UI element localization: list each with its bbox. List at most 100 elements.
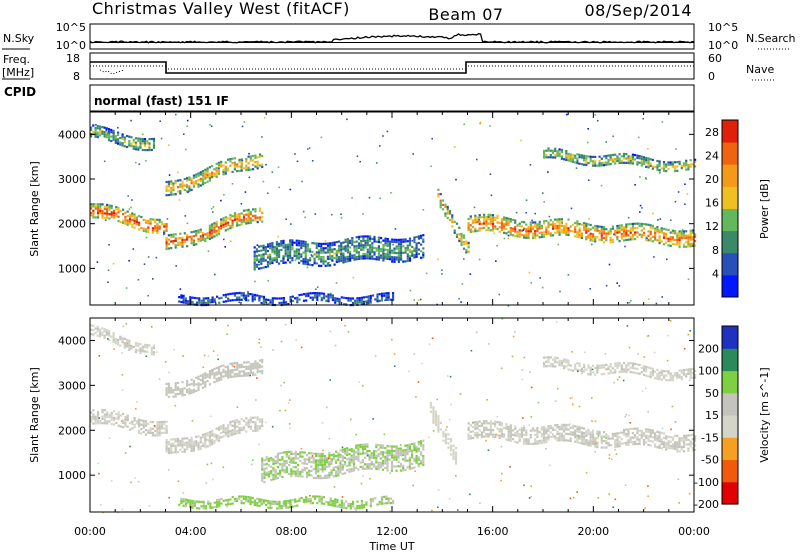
power-noise-cell <box>478 258 481 261</box>
power-noise-cell <box>278 243 280 246</box>
power-cell <box>329 257 332 260</box>
velocity-cell <box>215 438 218 441</box>
power-cell <box>224 300 228 303</box>
velocity-cell <box>518 428 521 431</box>
power-cell <box>376 295 379 298</box>
power-noise-cell <box>681 228 684 231</box>
velocity-cell <box>314 463 317 466</box>
power-cell <box>487 229 490 232</box>
velocity-noise-cell <box>391 338 393 341</box>
power-cell <box>119 220 122 224</box>
velocity-cell <box>96 413 100 416</box>
power-cell <box>220 218 223 221</box>
velocity-cell <box>217 426 221 429</box>
power-cell <box>576 220 579 223</box>
power-cell <box>549 156 552 159</box>
power-cell <box>229 216 232 219</box>
velocity-cell <box>290 450 293 453</box>
velocity-cell <box>422 446 425 449</box>
velocity-cell <box>576 425 579 428</box>
velocity-cell <box>281 469 284 472</box>
velocity-cell <box>527 440 530 443</box>
velocity-cell <box>379 446 382 449</box>
velocity-cell <box>449 444 453 447</box>
velocity-cell <box>332 475 335 478</box>
power-cell <box>420 243 423 246</box>
power-cell <box>395 252 398 255</box>
power-cell <box>110 211 113 214</box>
power-cell <box>649 226 652 229</box>
power-cell <box>465 242 468 245</box>
power-cell <box>342 261 345 264</box>
velocity-cell <box>317 468 320 471</box>
power-cell <box>197 174 200 177</box>
power-cell <box>415 244 418 247</box>
velocity-cell <box>204 505 207 508</box>
velocity-cell <box>531 429 535 432</box>
velocity-cell <box>242 361 246 364</box>
power-cell <box>525 232 528 235</box>
velocity-cell <box>375 443 378 446</box>
power-cell <box>404 247 407 250</box>
velocity-cell <box>292 457 295 460</box>
power-cell <box>511 218 515 221</box>
velocity-cell <box>636 367 639 370</box>
power-cell <box>625 153 628 156</box>
velocity-cell <box>186 388 189 391</box>
velocity-cell <box>498 428 501 431</box>
velocity-cell <box>583 442 586 446</box>
power-noise-cell <box>659 172 661 174</box>
power-cell <box>233 163 236 166</box>
power-cell <box>658 169 661 172</box>
power-cell <box>296 296 299 299</box>
velocity-cell <box>180 502 183 505</box>
velocity-cell <box>454 458 458 461</box>
power-cell <box>355 249 358 252</box>
power-cell <box>656 230 659 233</box>
velocity-cell <box>276 472 279 475</box>
power-cell <box>261 216 264 219</box>
velocity-cell <box>392 499 395 502</box>
power-noise-cell <box>530 282 532 284</box>
power-cell <box>325 299 328 302</box>
power-cell <box>578 156 581 159</box>
velocity-cell <box>614 369 617 372</box>
velocity-cell <box>487 433 490 436</box>
velocity-cell <box>651 367 654 370</box>
power-cell <box>351 237 354 240</box>
power-cell <box>304 240 307 244</box>
velocity-cell <box>335 450 338 453</box>
power-cell <box>605 234 608 237</box>
velocity-cell <box>96 417 100 420</box>
velocity-cell <box>503 435 506 438</box>
velocity-cell <box>364 452 367 455</box>
velocity-cell <box>287 506 290 509</box>
power-cell <box>304 254 307 257</box>
power-cell <box>545 233 548 236</box>
velocity-cell <box>483 426 486 429</box>
power-cell <box>167 180 170 183</box>
velocity-cell <box>352 465 356 468</box>
power-cell <box>665 228 668 231</box>
power-noise-cell <box>218 167 220 170</box>
velocity-cell <box>236 432 239 435</box>
power-cell <box>306 263 309 266</box>
velocity-cell <box>627 368 630 371</box>
power-cell <box>148 149 151 152</box>
velocity-cell <box>511 438 515 441</box>
velocity-cell <box>274 462 277 465</box>
velocity-noise-cell <box>555 321 558 323</box>
velocity-cell <box>618 364 621 367</box>
power-cell <box>300 253 303 256</box>
velocity-cell <box>505 427 508 430</box>
power-cell <box>576 153 579 156</box>
velocity-cell <box>375 459 378 462</box>
velocity-cell <box>328 460 331 464</box>
velocity-cell <box>270 478 273 482</box>
power-cell <box>160 221 164 224</box>
power-cell <box>131 214 134 217</box>
power-cell <box>329 251 332 254</box>
power-cell <box>367 297 370 300</box>
power-cell <box>538 225 541 228</box>
power-noise-cell <box>493 232 495 235</box>
